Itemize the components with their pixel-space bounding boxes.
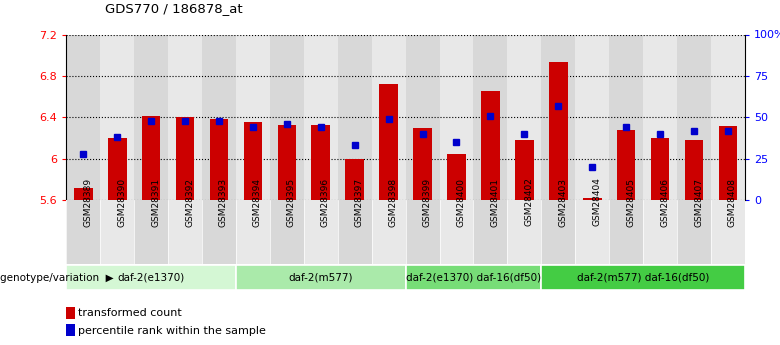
Text: GSM28404: GSM28404: [592, 178, 601, 226]
Bar: [371, 34, 406, 200]
Bar: [643, 34, 677, 200]
Bar: [210, 119, 229, 200]
Bar: [609, 34, 643, 200]
Bar: [134, 200, 168, 264]
Bar: [481, 91, 500, 200]
Bar: [711, 200, 745, 264]
Bar: [406, 34, 440, 200]
Text: GSM28396: GSM28396: [321, 177, 330, 227]
Bar: [677, 34, 711, 200]
Text: GSM28402: GSM28402: [524, 178, 534, 226]
Bar: [338, 200, 372, 264]
Text: daf-2(m577): daf-2(m577): [289, 273, 353, 283]
Text: GSM28391: GSM28391: [151, 177, 160, 227]
Bar: [651, 138, 669, 200]
Bar: [101, 34, 134, 200]
Text: GDS770 / 186878_at: GDS770 / 186878_at: [105, 2, 243, 16]
Bar: [66, 324, 75, 336]
Text: transformed count: transformed count: [78, 308, 182, 318]
Text: GSM28393: GSM28393: [219, 177, 228, 227]
Text: GSM28394: GSM28394: [253, 178, 262, 227]
Text: GSM28397: GSM28397: [355, 177, 363, 227]
Bar: [168, 34, 202, 200]
Bar: [108, 138, 126, 200]
Bar: [66, 34, 101, 200]
Text: GSM28399: GSM28399: [423, 177, 431, 227]
Text: daf-2(e1370) daf-16(df50): daf-2(e1370) daf-16(df50): [406, 273, 541, 283]
Bar: [311, 125, 330, 200]
Bar: [371, 200, 406, 264]
Bar: [304, 200, 338, 264]
Bar: [447, 154, 466, 200]
Bar: [379, 84, 398, 200]
Text: GSM28390: GSM28390: [117, 177, 126, 227]
Bar: [142, 116, 161, 200]
Bar: [66, 200, 101, 264]
Bar: [685, 140, 704, 200]
Bar: [270, 34, 304, 200]
Text: daf-2(e1370): daf-2(e1370): [118, 273, 185, 283]
Bar: [101, 200, 134, 264]
Bar: [202, 34, 236, 200]
Bar: [507, 34, 541, 200]
Bar: [609, 200, 643, 264]
Bar: [473, 34, 508, 200]
Bar: [473, 200, 508, 264]
Bar: [202, 200, 236, 264]
Bar: [270, 200, 304, 264]
Text: GSM28389: GSM28389: [83, 177, 92, 227]
Bar: [236, 200, 270, 264]
Bar: [576, 200, 609, 264]
Bar: [541, 265, 745, 290]
Text: GSM28403: GSM28403: [558, 178, 567, 227]
Bar: [711, 34, 745, 200]
Bar: [541, 200, 576, 264]
Bar: [440, 200, 473, 264]
Bar: [338, 34, 372, 200]
Bar: [541, 34, 576, 200]
Bar: [406, 200, 440, 264]
Text: GSM28405: GSM28405: [626, 178, 635, 227]
Bar: [507, 200, 541, 264]
Text: GSM28407: GSM28407: [694, 178, 703, 227]
Text: GSM28392: GSM28392: [185, 178, 194, 227]
Text: daf-2(m577) daf-16(df50): daf-2(m577) daf-16(df50): [577, 273, 709, 283]
Bar: [718, 126, 737, 200]
Bar: [66, 265, 236, 290]
Text: GSM28406: GSM28406: [660, 178, 669, 227]
Text: GSM28400: GSM28400: [456, 178, 466, 227]
Bar: [304, 34, 338, 200]
Bar: [243, 122, 262, 200]
Bar: [617, 130, 636, 200]
Bar: [66, 307, 75, 319]
Bar: [576, 34, 609, 200]
Bar: [168, 200, 202, 264]
Bar: [346, 159, 364, 200]
Bar: [515, 140, 534, 200]
Bar: [583, 198, 601, 200]
Text: GSM28395: GSM28395: [287, 177, 296, 227]
Bar: [643, 200, 677, 264]
Bar: [176, 117, 194, 200]
Text: percentile rank within the sample: percentile rank within the sample: [78, 326, 266, 335]
Bar: [236, 34, 270, 200]
Bar: [278, 125, 296, 200]
Bar: [74, 188, 93, 200]
Text: GSM28401: GSM28401: [491, 178, 499, 227]
Bar: [236, 265, 406, 290]
Bar: [549, 62, 568, 200]
Text: GSM28398: GSM28398: [388, 177, 398, 227]
Text: genotype/variation  ▶: genotype/variation ▶: [0, 273, 114, 283]
Bar: [406, 265, 541, 290]
Bar: [134, 34, 168, 200]
Bar: [413, 128, 432, 200]
Bar: [440, 34, 473, 200]
Bar: [677, 200, 711, 264]
Text: GSM28408: GSM28408: [728, 178, 737, 227]
